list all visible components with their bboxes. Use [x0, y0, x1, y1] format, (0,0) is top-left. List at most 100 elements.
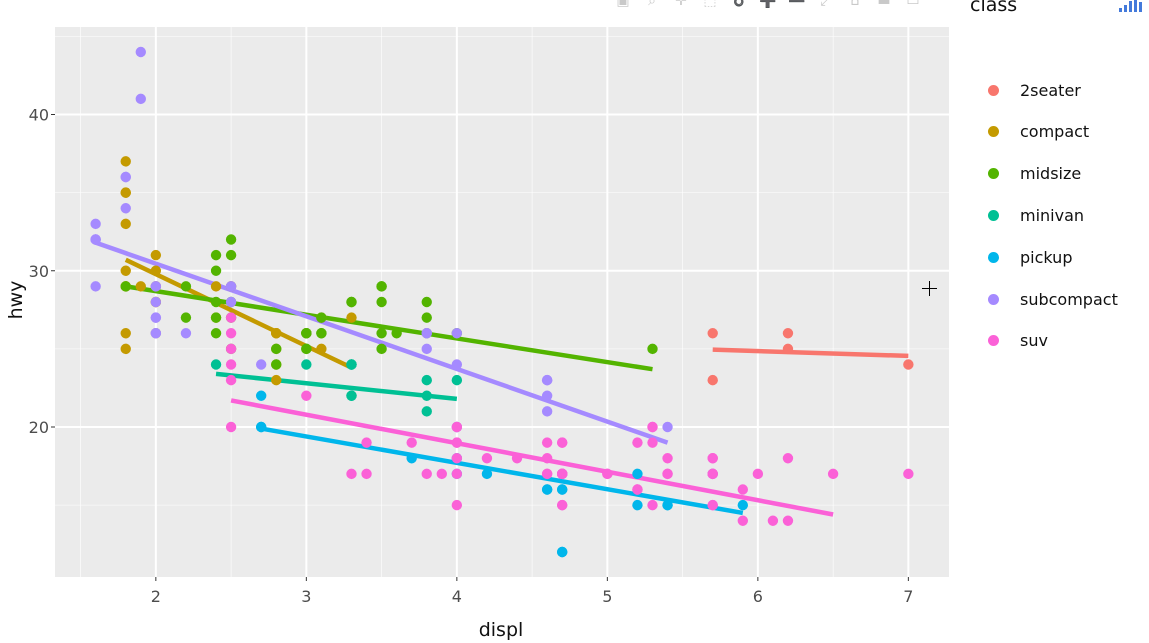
data-point-subcompact[interactable]: [120, 203, 131, 214]
data-point-subcompact[interactable]: [180, 328, 192, 339]
data-point-pickup[interactable]: [632, 499, 643, 511]
data-point-suv[interactable]: [662, 468, 673, 480]
data-point-midsize[interactable]: [376, 281, 387, 292]
data-point-2seater[interactable]: [903, 359, 914, 370]
data-point-suv[interactable]: [782, 453, 794, 464]
data-point-midsize[interactable]: [647, 343, 658, 355]
data-point-suv[interactable]: [632, 437, 643, 448]
data-point-suv[interactable]: [541, 453, 553, 464]
data-point-suv[interactable]: [707, 453, 718, 464]
data-point-pickup[interactable]: [557, 484, 568, 495]
data-point-suv[interactable]: [557, 499, 568, 511]
zoom-out-icon[interactable]: ➖: [788, 0, 806, 9]
data-point-compact[interactable]: [150, 265, 162, 276]
data-point-subcompact[interactable]: [451, 359, 463, 370]
data-point-pickup[interactable]: [632, 468, 643, 480]
data-point-pickup[interactable]: [541, 484, 553, 495]
autoscale-icon[interactable]: ⤢: [820, 0, 832, 9]
data-point-midsize[interactable]: [225, 249, 237, 261]
data-point-subcompact[interactable]: [150, 281, 162, 292]
data-point-midsize[interactable]: [376, 343, 387, 355]
data-point-compact[interactable]: [271, 328, 282, 339]
box-select-icon[interactable]: ⬚: [703, 0, 717, 9]
data-point-suv[interactable]: [707, 468, 718, 480]
data-point-suv[interactable]: [737, 484, 749, 495]
data-point-minivan[interactable]: [451, 374, 463, 386]
data-point-suv[interactable]: [647, 437, 658, 448]
data-point-subcompact[interactable]: [225, 296, 237, 308]
data-point-midsize[interactable]: [271, 343, 282, 355]
data-point-midsize[interactable]: [225, 234, 237, 245]
trend-line-minivan[interactable]: [215, 371, 458, 402]
data-point-midsize[interactable]: [271, 359, 282, 370]
data-point-midsize[interactable]: [316, 312, 327, 323]
data-point-suv[interactable]: [225, 343, 237, 355]
data-point-subcompact[interactable]: [421, 328, 432, 339]
trend-line-2seater[interactable]: [712, 347, 909, 359]
data-point-pickup[interactable]: [255, 421, 267, 433]
data-point-subcompact[interactable]: [541, 406, 553, 417]
data-point-suv[interactable]: [451, 437, 463, 448]
legend-item-minivan[interactable]: minivan: [988, 205, 1084, 225]
data-point-midsize[interactable]: [180, 281, 192, 292]
data-point-minivan[interactable]: [421, 374, 432, 386]
data-point-midsize[interactable]: [391, 328, 402, 339]
data-point-suv[interactable]: [782, 515, 794, 526]
data-point-subcompact[interactable]: [541, 390, 553, 401]
data-point-suv[interactable]: [361, 468, 372, 480]
data-point-midsize[interactable]: [210, 296, 222, 308]
data-point-compact[interactable]: [120, 187, 131, 198]
data-point-midsize[interactable]: [376, 328, 387, 339]
legend-item-compact[interactable]: compact: [988, 122, 1089, 142]
data-point-midsize[interactable]: [421, 296, 432, 308]
data-point-minivan[interactable]: [421, 406, 432, 417]
trend-line-subcompact[interactable]: [94, 240, 669, 445]
data-point-compact[interactable]: [120, 343, 131, 355]
data-point-suv[interactable]: [451, 499, 463, 511]
data-point-suv[interactable]: [647, 421, 658, 433]
data-point-midsize[interactable]: [210, 312, 222, 323]
data-point-suv[interactable]: [602, 468, 613, 480]
data-point-pickup[interactable]: [255, 390, 267, 401]
data-point-suv[interactable]: [421, 468, 432, 480]
data-point-suv[interactable]: [662, 453, 673, 464]
pan-icon[interactable]: ✛: [675, 0, 687, 9]
data-point-suv[interactable]: [541, 468, 553, 480]
data-point-minivan[interactable]: [346, 390, 357, 401]
zoom-in-icon[interactable]: ➕: [759, 0, 777, 9]
data-point-suv[interactable]: [225, 312, 237, 323]
data-point-compact[interactable]: [120, 328, 131, 339]
data-point-midsize[interactable]: [301, 343, 312, 355]
data-point-suv[interactable]: [632, 484, 643, 495]
legend-item-midsize[interactable]: midsize: [988, 164, 1081, 184]
data-point-suv[interactable]: [541, 437, 553, 448]
lasso-icon[interactable]: ➰: [730, 0, 748, 9]
data-point-subcompact[interactable]: [150, 296, 162, 308]
data-point-suv[interactable]: [451, 453, 463, 464]
trend-line-suv[interactable]: [230, 398, 834, 517]
data-point-subcompact[interactable]: [255, 359, 267, 370]
data-point-suv[interactable]: [707, 499, 718, 511]
data-point-suv[interactable]: [557, 437, 568, 448]
data-point-pickup[interactable]: [662, 499, 673, 511]
data-point-compact[interactable]: [271, 374, 282, 386]
data-point-subcompact[interactable]: [90, 234, 101, 245]
data-point-pickup[interactable]: [737, 499, 749, 511]
data-point-suv[interactable]: [737, 515, 749, 526]
data-point-suv[interactable]: [903, 468, 914, 480]
data-point-midsize[interactable]: [421, 312, 432, 323]
data-point-suv[interactable]: [481, 453, 493, 464]
legend-item-2seater[interactable]: 2seater: [988, 80, 1081, 100]
legend-item-subcompact[interactable]: subcompact: [988, 289, 1118, 309]
data-point-compact[interactable]: [120, 156, 131, 167]
data-point-2seater[interactable]: [782, 328, 794, 339]
data-point-midsize[interactable]: [210, 265, 222, 276]
data-point-subcompact[interactable]: [225, 281, 237, 292]
data-point-suv[interactable]: [557, 468, 568, 480]
data-point-minivan[interactable]: [346, 359, 357, 370]
spike-lines-icon[interactable]: ▬: [877, 0, 891, 9]
data-point-subcompact[interactable]: [135, 93, 146, 105]
data-point-suv[interactable]: [436, 468, 447, 480]
trend-line-pickup[interactable]: [260, 426, 744, 516]
data-point-suv[interactable]: [361, 437, 372, 448]
